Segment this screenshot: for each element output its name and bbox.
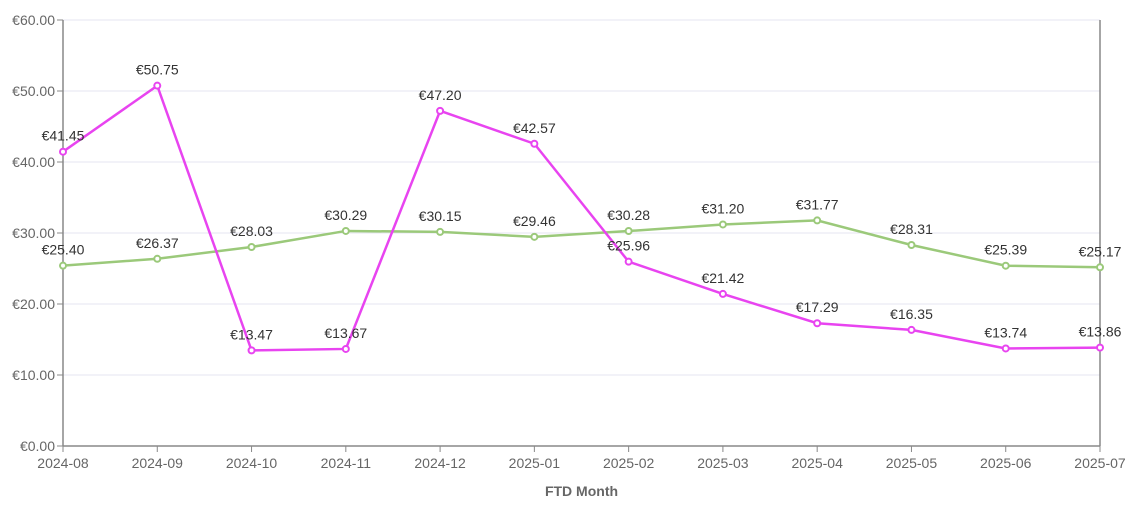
y-tick-label: €0.00	[20, 438, 55, 454]
series-magenta-data-label: €17.29	[796, 299, 839, 315]
series-green-data-label: €28.31	[890, 221, 933, 237]
y-tick-label: €40.00	[12, 154, 55, 170]
series-magenta-point	[436, 106, 445, 115]
series-magenta-data-label: €16.35	[890, 306, 933, 322]
series-green-point	[1096, 263, 1104, 272]
series-green-point	[530, 232, 539, 241]
series-magenta-point	[1001, 344, 1010, 353]
x-tick-label: 2024-11	[321, 455, 372, 471]
series-green-point	[59, 261, 67, 270]
y-tick-label: €30.00	[12, 225, 55, 241]
series-magenta-data-label: €13.67	[324, 325, 367, 341]
series-magenta-point	[59, 147, 67, 156]
series-magenta-point	[530, 139, 539, 148]
x-tick-label: 2025-06	[980, 455, 1032, 471]
y-tick-label: €10.00	[12, 367, 55, 383]
series-magenta-data-label: €50.75	[136, 62, 179, 78]
series-magenta-point	[247, 346, 256, 355]
x-tick-label: 2024-12	[414, 455, 466, 471]
x-tick-label: 2025-01	[509, 455, 561, 471]
series-green-data-label: €25.17	[1079, 243, 1122, 259]
series-green-data-label: €25.39	[984, 242, 1027, 258]
series-green-point	[1001, 261, 1010, 270]
series-green-data-label: €30.29	[324, 207, 367, 223]
series-magenta-data-label: €13.74	[984, 324, 1027, 340]
y-tick-label: €20.00	[12, 296, 55, 312]
series-green-point	[436, 227, 445, 236]
series-green-data-label: €29.46	[513, 213, 556, 229]
series-magenta-point	[341, 344, 350, 353]
x-tick-label: 2025-05	[886, 455, 938, 471]
series-magenta-data-label: €41.45	[42, 128, 85, 144]
x-tick-label: 2024-10	[226, 455, 278, 471]
series-magenta-point	[813, 319, 822, 328]
x-axis-title: FTD Month	[545, 483, 618, 499]
series-green-point	[153, 254, 162, 263]
y-tick-label: €60.00	[12, 12, 55, 28]
x-tick-label: 2024-09	[132, 455, 184, 471]
series-magenta-data-label: €13.47	[230, 326, 273, 342]
series-magenta-point	[907, 325, 916, 334]
series-magenta-data-label: €47.20	[419, 87, 462, 103]
series-green-data-label: €31.20	[701, 200, 744, 216]
series-green-point	[247, 242, 256, 251]
series-green-data-label: €26.37	[136, 235, 179, 251]
x-tick-label: 2025-04	[791, 455, 843, 471]
series-green-point	[624, 227, 633, 236]
x-tick-label: 2024-08	[37, 455, 89, 471]
series-green-point	[341, 226, 350, 235]
series-magenta-data-label: €13.86	[1079, 324, 1122, 340]
x-tick-label: 2025-07	[1074, 455, 1126, 471]
series-magenta-point	[718, 289, 727, 298]
series-green-point	[907, 240, 916, 249]
y-tick-label: €50.00	[12, 83, 55, 99]
series-green-data-label: €28.03	[230, 223, 273, 239]
series-magenta-data-label: €42.57	[513, 120, 556, 136]
series-magenta-data-label: €25.96	[607, 238, 650, 254]
series-magenta-point	[1096, 343, 1104, 352]
x-tick-label: 2025-03	[697, 455, 749, 471]
series-green-point	[718, 220, 727, 229]
series-green-data-label: €31.77	[796, 196, 839, 212]
series-magenta-data-label: €21.42	[701, 270, 744, 286]
series-green-data-label: €30.15	[419, 208, 462, 224]
series-magenta-line	[62, 83, 1101, 352]
series-magenta-point	[153, 81, 162, 90]
series-green-data-label: €30.28	[607, 207, 650, 223]
series-magenta-point	[624, 257, 633, 266]
series-green-point	[813, 216, 822, 225]
series-green-line	[62, 219, 1101, 269]
series-green-data-label: €25.40	[42, 242, 85, 258]
x-tick-label: 2025-02	[603, 455, 655, 471]
